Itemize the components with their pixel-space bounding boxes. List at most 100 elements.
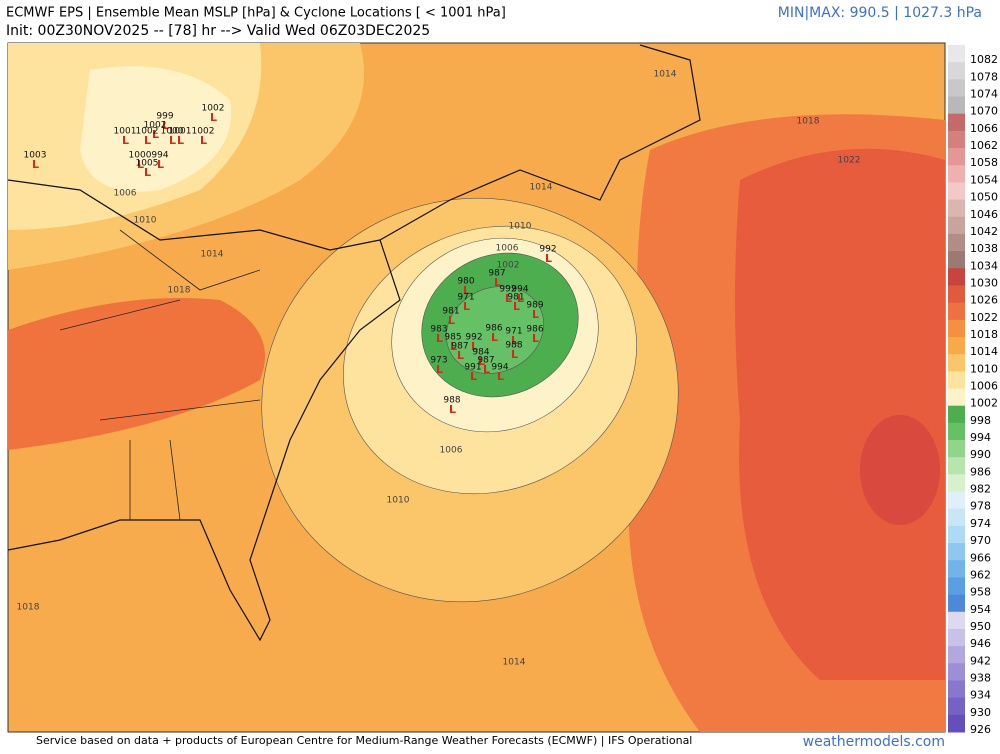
colorbar-label: 1038	[970, 242, 998, 255]
colorbar-label: 1054	[970, 173, 998, 186]
cyclone-value: 1002	[144, 121, 167, 131]
cyclone-value: 971	[505, 327, 522, 337]
contour-label: 1010	[509, 222, 532, 232]
cyclone-value: 988	[505, 341, 522, 351]
contour-label: 1010	[387, 496, 410, 506]
colorbar-segment	[948, 525, 965, 544]
colorbar-segment	[948, 646, 965, 664]
cyclone-symbol: L	[513, 300, 520, 313]
cyclone-value: 981	[442, 307, 459, 317]
colorbar-label: 1022	[970, 311, 998, 324]
colorbar-label: 934	[970, 689, 991, 702]
cyclone-value: 971	[457, 293, 474, 303]
colorbar-segment	[948, 113, 965, 132]
colorbar-label: 1070	[970, 105, 998, 118]
colorbar-label: 966	[970, 551, 991, 564]
colorbar-segment	[948, 79, 965, 98]
high-core	[860, 415, 940, 525]
colorbar-label: 1018	[970, 328, 998, 341]
cyclone-symbol: L	[137, 158, 144, 171]
cyclone-symbol: L	[511, 348, 518, 361]
colorbar-label: 1034	[970, 259, 998, 272]
colorbar-label: 958	[970, 586, 991, 599]
cyclone-value: 1000	[129, 151, 152, 161]
cyclone-symbol: L	[152, 128, 159, 141]
colorbar-segment	[948, 62, 965, 80]
colorbar-segment	[948, 440, 965, 458]
colorbar-segment	[948, 422, 965, 441]
cyclone-value: 991	[464, 363, 481, 373]
colorbar-label: 1078	[970, 70, 998, 83]
colorbar-segment	[948, 388, 965, 407]
band-1002	[80, 66, 232, 192]
cyclone-value: 987	[488, 269, 505, 279]
cyclone-symbol: L	[210, 111, 217, 124]
colorbar-segment	[948, 96, 965, 115]
state-borders	[59, 229, 261, 521]
cyclone-symbol: L	[497, 370, 504, 383]
colorbar-label: 1002	[970, 397, 998, 410]
cyclone-symbol: L	[471, 340, 478, 353]
colorbar-label: 1082	[970, 53, 998, 66]
cyclone-value: 999	[156, 112, 173, 122]
colorbar-label: 1042	[970, 225, 998, 238]
cyclone-value: 992	[465, 333, 482, 343]
colorbar-segment	[948, 285, 965, 304]
cyclone-symbol: L	[436, 332, 443, 345]
cyclone-symbol: L	[457, 349, 464, 362]
colorbar-label: 1050	[970, 191, 998, 204]
colorbar-segment	[948, 268, 965, 286]
colorbar-segment	[948, 233, 965, 252]
colorbar-segment	[948, 680, 965, 699]
cyclone-value: 1003	[24, 151, 47, 161]
cyclone-symbol: L	[144, 134, 151, 147]
cyclone-symbol: L	[470, 370, 477, 383]
cyclone-symbol: L	[491, 331, 498, 344]
colorbar-segment	[948, 354, 965, 372]
cyclone-symbol: L	[483, 363, 490, 376]
colorbar-segment	[948, 491, 965, 510]
cyclone-symbol: L	[517, 292, 524, 305]
colorbar-segment	[948, 663, 965, 681]
cyclone-value: 981	[507, 293, 524, 303]
colorbar-segment	[948, 697, 965, 716]
cyclone-value: 1001	[169, 127, 192, 137]
colorbar-label: 994	[970, 431, 991, 444]
colorbar-label: 1062	[970, 139, 998, 152]
colorbar-label: 938	[970, 671, 991, 684]
contour-label: 1018	[17, 603, 40, 613]
colorbar-label: 978	[970, 500, 991, 513]
cyclone-symbol: L	[532, 332, 539, 345]
cyclone-value: 985	[444, 333, 461, 343]
colorbar-label: 1066	[970, 122, 998, 135]
colorbar-segment	[948, 508, 965, 527]
contour-label: 1002	[497, 261, 520, 271]
cyclone-value: 1002	[192, 127, 215, 137]
cyclone-symbol: L	[511, 334, 518, 347]
colorbar-segment	[948, 611, 965, 630]
colorbar-label: 962	[970, 568, 991, 581]
colorbar-segment	[948, 371, 965, 389]
colorbar-segment	[948, 457, 965, 475]
colorbar-label: 1030	[970, 276, 998, 289]
colorbar-segment	[948, 251, 965, 269]
contour-label: 1014	[503, 658, 526, 668]
coastline	[7, 179, 401, 642]
colorbar-label: 1014	[970, 345, 998, 358]
cyclone-value: 986	[485, 324, 502, 334]
cyclone-symbol: L	[478, 355, 485, 368]
cyclone-value: 994	[151, 151, 168, 161]
colorbar-label: 1046	[970, 208, 998, 221]
credit: Service based on data + products of Euro…	[36, 734, 692, 747]
cyclone-symbol: L	[157, 158, 164, 171]
title: ECMWF EPS | Ensemble Mean MSLP [hPa] & C…	[6, 6, 506, 21]
cyclone-symbol: L	[200, 134, 207, 147]
cyclone-symbol: L	[169, 134, 176, 147]
brand: weathermodels.com	[803, 734, 945, 750]
colorbar-segment	[948, 594, 965, 613]
colorbar-label: 982	[970, 483, 991, 496]
colorbar-label: 1074	[970, 88, 998, 101]
colorbar-label: 1026	[970, 294, 998, 307]
